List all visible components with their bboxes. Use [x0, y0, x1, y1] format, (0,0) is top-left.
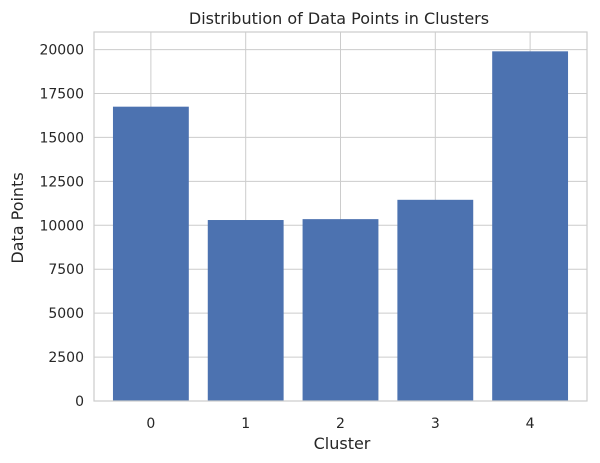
bars: [112, 51, 569, 401]
x-tick-label: 3: [431, 416, 440, 432]
x-tick-label: 1: [241, 416, 250, 432]
y-tick-label: 5000: [48, 306, 84, 322]
y-tick-label: 7500: [48, 262, 84, 278]
bar-cluster-1: [207, 220, 284, 401]
y-tick-label: 2500: [48, 350, 84, 366]
chart-title: Distribution of Data Points in Clusters: [189, 9, 489, 28]
y-axis-label: Data Points: [8, 172, 27, 263]
x-tick-label: 0: [146, 416, 155, 432]
plot-frame: [93, 31, 588, 402]
y-tick-label: 12500: [39, 174, 84, 190]
y-tick-labels: 0 2500 5000 7500 10000 12500 15000 17500 20000: [39, 43, 84, 410]
bar-cluster-3: [397, 199, 474, 401]
y-tick-label: 0: [75, 394, 84, 410]
x-axis-label: Cluster: [314, 434, 371, 453]
y-tick-label: 15000: [39, 130, 84, 146]
y-tick-label: 10000: [39, 218, 84, 234]
y-tick-label: 20000: [39, 43, 84, 59]
bar-cluster-2: [302, 219, 379, 401]
y-tick-label: 17500: [39, 87, 84, 103]
x-tick-label: 4: [526, 416, 535, 432]
bar-cluster-0: [112, 106, 189, 401]
x-tick-label: 2: [336, 416, 345, 432]
x-tick-labels: 0 1 2 3 4: [146, 416, 534, 432]
bar-cluster-4: [492, 51, 569, 401]
plot-border: [93, 31, 588, 402]
